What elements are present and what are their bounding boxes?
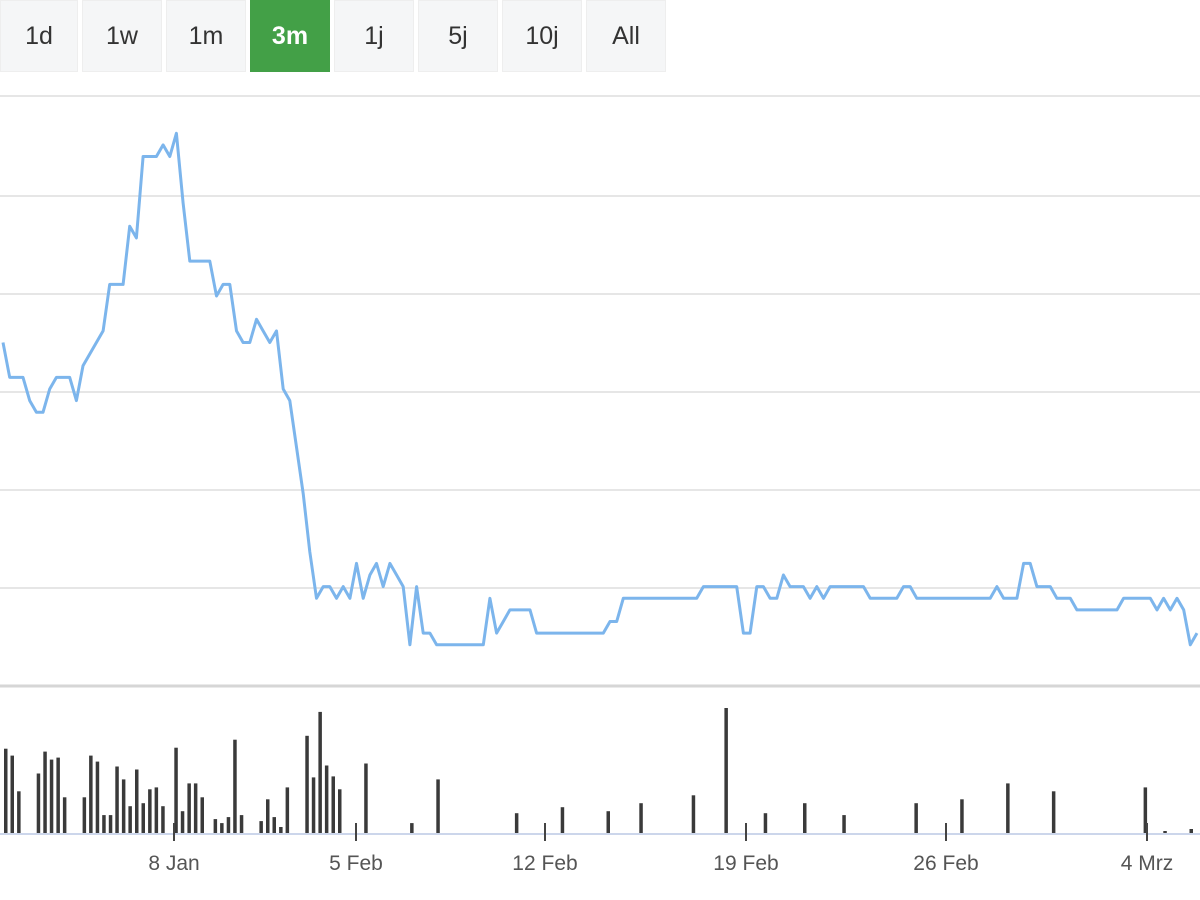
volume-bar [324,765,329,833]
volume-bar [95,761,100,833]
range-tab-1m[interactable]: 1m [166,0,246,72]
price-line-series [1,131,1199,647]
volume-bar [135,769,139,833]
range-tab-3m[interactable]: 3m [250,0,330,72]
volume-bar [36,773,41,833]
volume-bar [364,763,368,833]
volume-bar [213,819,218,833]
volume-bar [331,776,335,833]
volume-bar [514,813,519,833]
volume-bar [56,757,60,833]
range-selector: 1d 1w 1m 3m 1j 5j 10j All [0,0,666,72]
price-chart: 8 Jan 5 Feb 12 Feb 19 Feb 26 Feb 4 Mrz [0,95,1200,875]
volume-bar [1006,783,1010,833]
volume-bar [115,766,119,833]
range-tab-10j[interactable]: 10j [502,0,582,72]
x-tick-label: 19 Feb [713,852,778,875]
range-tab-1d[interactable]: 1d [0,0,78,72]
volume-bar [311,777,316,833]
x-tick-label: 12 Feb [512,852,577,875]
volume-bar [436,779,440,833]
volume-bar [62,797,67,833]
volume-bar [102,815,106,833]
volume-bar [305,735,309,833]
volume-bar [639,803,643,833]
volume-bar [174,747,178,833]
volume-bar [89,755,93,833]
volume-bar [842,815,846,833]
volume-bar [43,751,47,833]
volume-bar [10,755,14,833]
range-tab-1w[interactable]: 1w [82,0,162,72]
volume-bar [193,783,198,833]
volume-bar [4,748,8,833]
volume-bar [318,711,322,833]
volume-bar [279,827,283,833]
volume-bar [108,815,113,833]
volume-bar [285,787,290,833]
x-tick-label: 5 Feb [329,852,383,875]
volume-bar [914,803,918,833]
volume-bar [233,739,237,833]
volume-bar [1189,829,1193,833]
volume-bar [49,759,54,833]
volume-bar [560,807,565,833]
volume-bar [187,783,191,833]
volume-bar [1163,831,1167,833]
range-tab-5j[interactable]: 5j [418,0,498,72]
x-tick-label: 8 Jan [148,852,199,875]
volume-bar [154,787,159,833]
volume-bar [141,803,145,833]
volume-bar [226,817,231,833]
volume-bar [1051,791,1056,833]
volume-bar [200,797,204,833]
volume-bar [410,823,414,833]
volume-bar [128,806,132,833]
volume-bar [960,799,964,833]
volume-bar [259,821,263,833]
x-tick-label: 4 Mrz [1121,852,1174,875]
volume-bar [338,789,342,833]
volume-bar [691,795,696,833]
volume-bar [148,789,152,833]
volume-bar [272,817,276,833]
volume-bar [803,803,807,833]
volume-bar [724,708,728,833]
volume-bar [180,811,185,833]
volume-bar [121,779,126,833]
volume-bar [763,813,768,833]
range-tab-all[interactable]: All [586,0,666,72]
volume-bar [606,811,610,833]
volume-bar [220,823,224,833]
volume-bar [17,791,21,833]
x-tick-label: 26 Feb [913,852,978,875]
range-tab-1j[interactable]: 1j [334,0,414,72]
volume-bar [239,815,244,833]
volume-bar [266,799,270,833]
volume-bar [82,797,87,833]
volume-bar [161,806,165,833]
volume-bar [1143,787,1148,833]
